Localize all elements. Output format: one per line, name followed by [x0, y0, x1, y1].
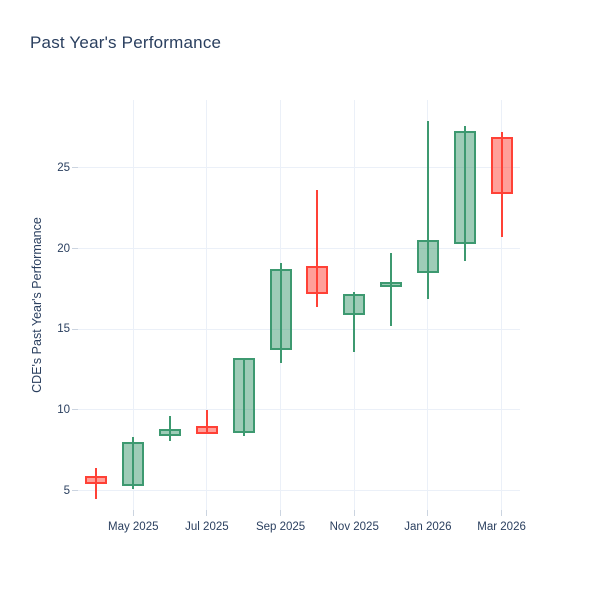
candle-wick: [169, 416, 172, 441]
candle-wick: [426, 120, 429, 299]
x-tick-label: May 2025: [107, 521, 159, 533]
candle[interactable]: [380, 282, 403, 288]
candle-wick: [390, 253, 393, 326]
y-tick-mark: [72, 167, 78, 169]
x-tick-mark: [280, 510, 282, 516]
candle[interactable]: [122, 442, 145, 486]
chart-title: Past Year's Performance: [30, 33, 222, 52]
candle[interactable]: [306, 266, 329, 294]
candle-wick: [353, 292, 356, 352]
candle[interactable]: [232, 358, 255, 433]
x-gridline: [206, 100, 208, 510]
candle[interactable]: [159, 429, 182, 436]
y-gridline: [78, 167, 520, 169]
y-tick-label: 25: [57, 161, 70, 174]
x-tick-mark: [132, 510, 134, 516]
candle[interactable]: [453, 130, 476, 244]
y-tick-label: 5: [63, 484, 70, 497]
x-tick-mark: [353, 510, 355, 516]
candle[interactable]: [195, 426, 218, 435]
x-tick-mark: [206, 510, 208, 516]
y-tick-mark: [72, 490, 78, 492]
candle[interactable]: [269, 269, 292, 351]
y-tick-label: 10: [57, 403, 70, 416]
y-tick-label: 15: [57, 323, 70, 336]
y-tick-label: 20: [57, 242, 70, 255]
y-gridline: [78, 409, 520, 411]
x-tick-mark: [427, 510, 429, 516]
y-tick-mark: [72, 409, 78, 411]
x-gridline: [501, 100, 503, 510]
x-tick-label: Jul 2025: [185, 521, 229, 533]
x-gridline: [132, 100, 134, 510]
candle-wick: [205, 409, 208, 435]
x-tick-label: Sep 2025: [255, 521, 306, 533]
y-gridline: [78, 490, 520, 492]
x-gridline: [427, 100, 429, 510]
x-tick-mark: [501, 510, 503, 516]
y-tick-mark: [72, 328, 78, 330]
candle[interactable]: [85, 476, 108, 485]
y-tick-mark: [72, 248, 78, 249]
candle[interactable]: [490, 137, 513, 194]
y-gridline: [78, 328, 520, 330]
candle[interactable]: [416, 240, 439, 273]
x-tick-label: Jan 2026: [404, 521, 452, 533]
x-tick-label: Nov 2025: [329, 521, 379, 533]
y-gridline: [78, 248, 520, 249]
candle[interactable]: [343, 293, 366, 315]
x-tick-label: Mar 2026: [477, 521, 526, 533]
candle-wick: [316, 190, 319, 307]
